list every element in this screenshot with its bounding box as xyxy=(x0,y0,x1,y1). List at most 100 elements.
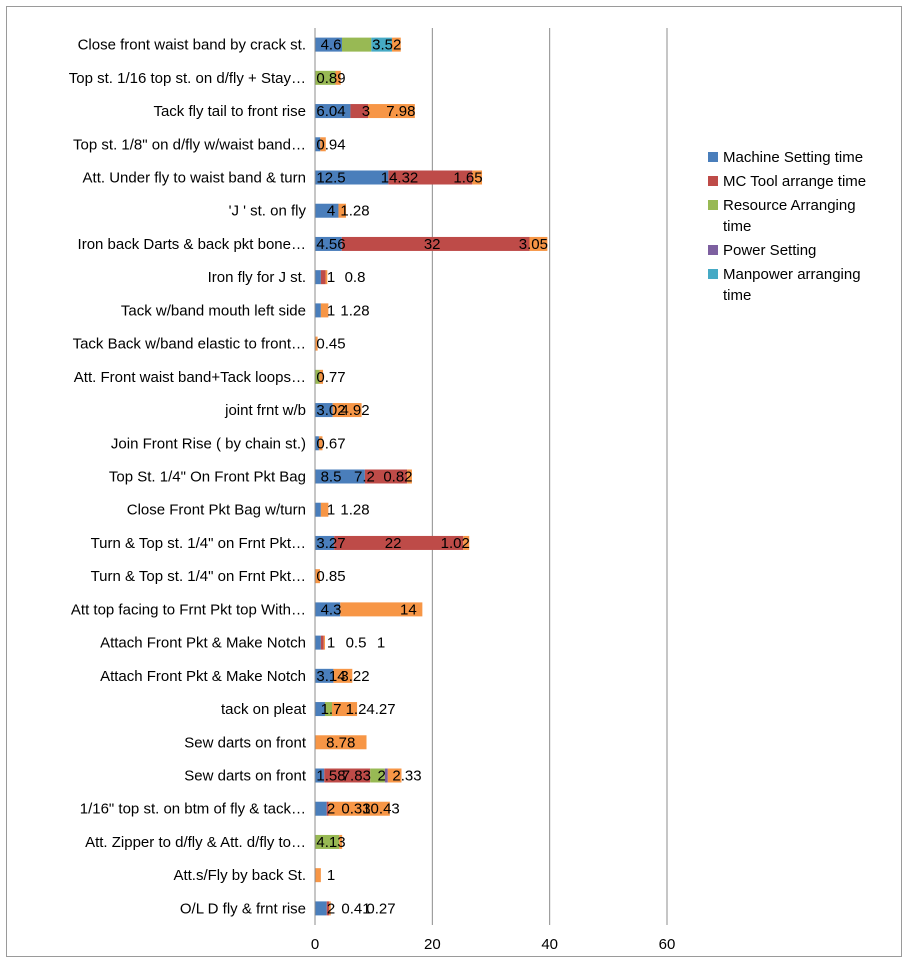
data-label: 3.14 xyxy=(316,668,345,685)
bar-segment xyxy=(315,203,339,218)
bar-segment xyxy=(341,37,372,52)
category-label: Iron back Darts & back pkt bone… xyxy=(78,236,306,253)
bar-segment xyxy=(387,768,402,783)
bar-segment xyxy=(315,37,342,52)
bar-segment xyxy=(326,801,329,816)
data-label: 8.78 xyxy=(326,734,355,751)
category-label: Attach Front Pkt & Make Notch xyxy=(100,668,306,685)
data-label: 0.85 xyxy=(316,568,345,585)
bar-segment xyxy=(315,834,340,849)
data-label: 3 xyxy=(362,103,370,120)
bar-segment xyxy=(315,369,320,384)
legend-label: Manpower arranging time xyxy=(723,266,861,304)
bars xyxy=(315,37,548,916)
data-label: 1.28 xyxy=(340,302,369,319)
legend-label: Power Setting xyxy=(723,242,816,259)
legend: Machine Setting time MC Tool arrange time… xyxy=(708,149,866,304)
bar-segment xyxy=(323,635,325,650)
bar-segment xyxy=(320,635,324,650)
legend-swatch xyxy=(708,152,718,162)
data-label: 4.13 xyxy=(316,834,345,851)
bar-segment xyxy=(315,403,333,418)
data-label: 1.7 xyxy=(321,701,342,718)
category-label: Iron fly for J st. xyxy=(208,269,306,286)
bar-segment xyxy=(315,170,389,185)
bar-segment xyxy=(315,901,327,916)
legend-swatch xyxy=(708,269,718,279)
bar-segment xyxy=(329,901,331,916)
data-label: 0.82 xyxy=(383,469,412,486)
chart-frame xyxy=(6,6,902,957)
legend-label-line: time xyxy=(723,287,751,304)
bar-segment xyxy=(315,569,320,584)
bar-segment xyxy=(333,668,353,683)
data-label: 4 xyxy=(327,203,335,220)
data-label: 0.8 xyxy=(345,269,366,286)
bar-segment xyxy=(324,768,371,783)
bar-segment xyxy=(325,270,328,285)
x-tick-label: 20 xyxy=(424,936,441,953)
legend-label-line: Machine Setting time xyxy=(723,149,863,166)
data-label: 0.77 xyxy=(316,369,345,386)
bar-segment xyxy=(315,336,318,351)
data-label: 2 xyxy=(327,801,335,818)
bar-segment xyxy=(371,37,392,52)
data-label: 0.94 xyxy=(316,136,345,153)
bar-segment xyxy=(529,236,548,251)
bar-segment xyxy=(315,868,321,883)
bar-segment xyxy=(319,369,324,384)
bar-segment xyxy=(407,469,412,484)
bar-segment xyxy=(315,502,321,517)
bar-segment xyxy=(326,901,330,916)
data-label: 4.27 xyxy=(366,701,395,718)
bar-segment xyxy=(315,635,321,650)
data-label: 0.41 xyxy=(341,900,370,917)
bar-segment xyxy=(315,668,334,683)
bar-segment xyxy=(320,502,329,517)
category-label: Att. Under fly to waist band & turn xyxy=(83,170,306,187)
bar-segment xyxy=(324,702,333,717)
data-label: 0.27 xyxy=(366,900,395,917)
data-label: 1.28 xyxy=(340,203,369,220)
bar-segment xyxy=(315,137,321,152)
data-label: 3.02 xyxy=(316,402,345,419)
category-label: 'J ' st. on fly xyxy=(229,203,307,220)
data-label: 0.33 xyxy=(341,801,370,818)
legend-label-line: Manpower arranging xyxy=(723,266,861,283)
bar-segment xyxy=(320,137,326,152)
bar-segment xyxy=(315,735,367,750)
bar-segment xyxy=(315,801,327,816)
bar-segment xyxy=(332,403,362,418)
bar-segment xyxy=(350,104,369,119)
bar-segment xyxy=(384,768,388,783)
bar-segment xyxy=(315,104,351,119)
bar-segment xyxy=(320,270,326,285)
category-label: Sew darts on front xyxy=(184,768,307,785)
data-label: 1 xyxy=(327,302,335,319)
bar-segment xyxy=(315,70,336,85)
bar-segment xyxy=(328,801,390,816)
data-label: 0.89 xyxy=(316,70,345,87)
x-tick-label: 0 xyxy=(311,936,319,953)
data-label: 2 xyxy=(327,900,335,917)
data-label: 1.28 xyxy=(340,502,369,519)
data-label: 0.67 xyxy=(316,435,345,452)
bar-segment xyxy=(335,70,341,85)
bar-segment xyxy=(339,834,343,849)
legend-swatch xyxy=(708,176,718,186)
data-label: 14.32 xyxy=(381,170,419,187)
bar-segment xyxy=(341,236,530,251)
data-label: 7.98 xyxy=(386,103,415,120)
category-label: Att. Front waist band+Tack loops… xyxy=(74,369,306,386)
data-label: 4.6 xyxy=(321,37,342,54)
data-label: 4.3 xyxy=(321,601,342,618)
x-tick-label: 40 xyxy=(541,936,558,953)
data-label: 1.65 xyxy=(453,170,482,187)
data-label: 0.5 xyxy=(346,635,367,652)
bar-segment xyxy=(315,702,325,717)
category-label: Close Front Pkt Bag w/turn xyxy=(127,502,306,519)
data-label: 3.52 xyxy=(372,37,401,54)
category-label: Close front waist band by crack st. xyxy=(78,37,306,54)
